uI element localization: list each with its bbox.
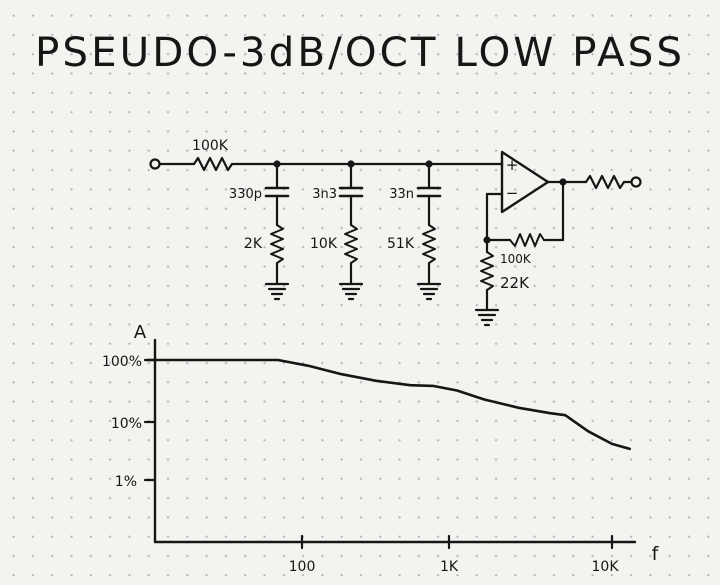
page-title: PSEUDO-3dB/OCT LOW PASS [35,30,685,76]
y-axis-label: A [134,322,147,343]
response-curve [145,358,631,451]
input-resistor [192,156,234,172]
y-tick-label-1: 1% [115,474,137,490]
x-tick-label-100: 100 [289,559,316,575]
low-pass-schematic: 100K 330p 2K [149,138,642,327]
resistor-symbol [270,224,284,264]
opamp-plus-label: + [506,156,519,174]
shunt-branch-2: 3n3 10K [310,162,364,301]
x-axis-label: f [652,543,660,565]
resistor-label-3: 51K [387,236,415,252]
resistor-label-2: 10K [310,236,338,252]
output-resistor-symbol [584,174,626,190]
feedback-resistor-symbol [509,233,545,247]
shunt-branch-1: 330p 2K [229,162,290,301]
x-tick-label-1k: 1K [440,559,459,575]
capacitor-label-1: 330p [229,187,262,202]
output-terminal [630,176,642,188]
opamp: + − 100K 22K [474,150,642,327]
y-tick-label-100: 100% [102,354,142,370]
y-tick-label-10: 10% [111,416,142,432]
capacitor-label-3: 33n [389,187,414,202]
ground-resistor-label: 22K [500,274,530,292]
opamp-minus-label: − [506,184,519,202]
x-tick-label-10k: 10K [592,559,620,575]
resistor-symbol [344,224,358,264]
opamp-triangle [500,150,550,214]
frequency-response-graph: A f 100% 10% 1% 100 1K 10K [102,322,660,575]
resistor-label-1: 2K [244,236,263,252]
ground-resistor-symbol [480,251,494,291]
feedback-resistor-label: 100K [500,252,532,266]
resistor-symbol [422,224,436,264]
input-resistor-label: 100K [192,138,229,154]
shunt-branch-3: 33n 51K [387,162,442,301]
capacitor-label-2: 3n3 [312,187,337,202]
input-terminal [149,158,161,170]
